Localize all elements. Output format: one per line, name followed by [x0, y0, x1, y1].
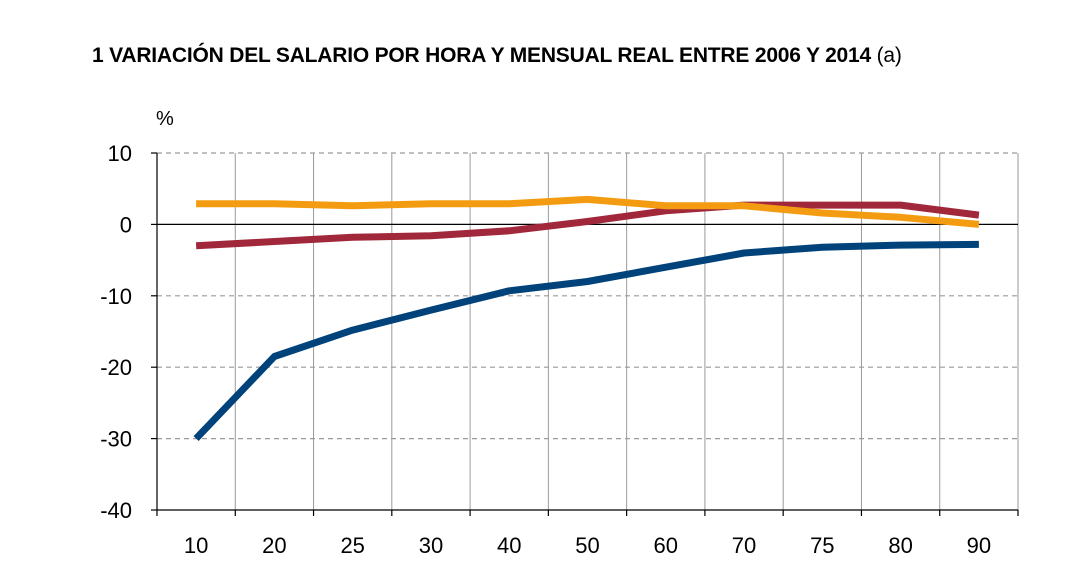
- x-tick-label: 90: [967, 533, 991, 558]
- x-tick-label: 25: [340, 533, 364, 558]
- x-tick-label: 30: [419, 533, 443, 558]
- x-tick-label: 50: [575, 533, 599, 558]
- y-tick-label: 0: [120, 212, 132, 237]
- series-line-1: [193, 240, 979, 442]
- x-tick-labels: 10 20 25 30 40 50 60 70 75 80 90: [184, 533, 991, 558]
- x-tick-label: 40: [497, 533, 521, 558]
- x-tick-label: 75: [810, 533, 834, 558]
- y-tick-label: -10: [100, 284, 132, 309]
- x-tick-label: 80: [888, 533, 912, 558]
- y-tick-labels: 10 0 -10 -20 -30 -40: [100, 141, 132, 523]
- y-tick-label: -20: [100, 355, 132, 380]
- x-tick-label: 60: [654, 533, 678, 558]
- y-tick-label: 10: [108, 141, 132, 166]
- x-tick-label: 10: [184, 533, 208, 558]
- y-axis-unit-label: %: [156, 108, 174, 130]
- x-tick-label: 20: [262, 533, 286, 558]
- series-lines: [193, 195, 980, 442]
- chart-title-suffix: (a): [876, 44, 902, 67]
- chart-title: 1 VARIACIÓN DEL SALARIO POR HORA Y MENSU…: [92, 44, 902, 68]
- y-tick-label: -30: [100, 427, 132, 452]
- chart-title-main: 1 VARIACIÓN DEL SALARIO POR HORA Y MENSU…: [92, 44, 871, 67]
- x-tick-label: 70: [732, 533, 756, 558]
- series-line-3: [196, 195, 980, 228]
- series-line-2: [195, 201, 980, 250]
- y-tick-label: -40: [100, 498, 132, 523]
